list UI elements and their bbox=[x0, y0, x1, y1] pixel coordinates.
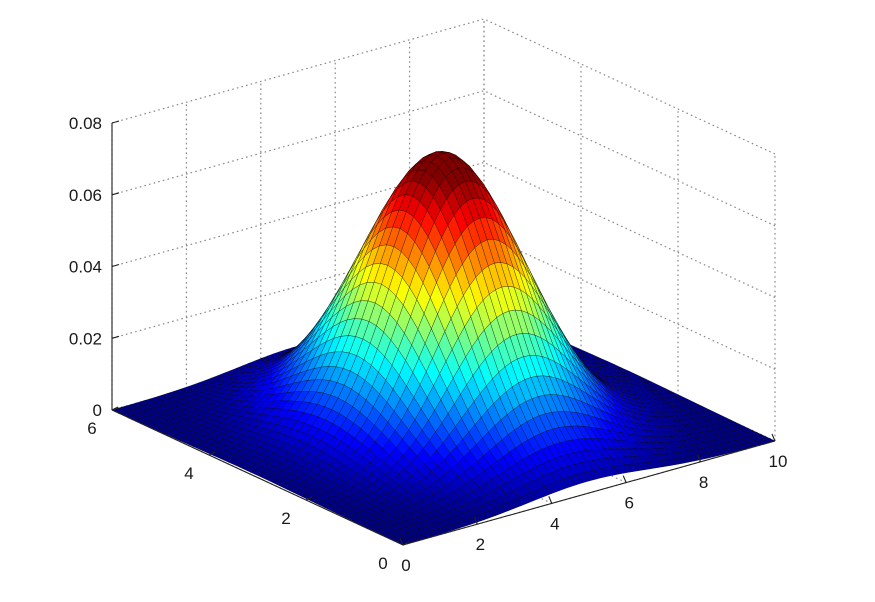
x-tick-label: 6 bbox=[624, 494, 633, 513]
grid-line bbox=[483, 18, 776, 155]
z-tick bbox=[111, 407, 120, 411]
z-tick bbox=[111, 120, 120, 124]
grid-line bbox=[111, 18, 485, 124]
surface-mesh bbox=[111, 151, 776, 546]
x-tick-label: 10 bbox=[769, 452, 788, 471]
z-tick bbox=[111, 263, 120, 268]
grid-line bbox=[111, 90, 485, 196]
grid-line bbox=[483, 90, 776, 227]
x-tick bbox=[622, 475, 627, 483]
grid-line bbox=[483, 233, 776, 370]
y-tick-label: 0 bbox=[378, 554, 387, 573]
y-tick bbox=[305, 496, 313, 501]
y-tick-label: 4 bbox=[184, 464, 193, 483]
x-tick-label: 2 bbox=[476, 535, 485, 554]
z-tick-label: 0.04 bbox=[69, 258, 102, 277]
x-tick-label: 4 bbox=[550, 514, 559, 533]
x-tick bbox=[771, 433, 776, 442]
y-tick bbox=[402, 541, 410, 546]
x-tick bbox=[399, 537, 404, 546]
z-tick-label: 0 bbox=[93, 401, 102, 420]
z-tick bbox=[111, 335, 120, 339]
x-tick bbox=[697, 454, 702, 463]
z-tick-label: 0.06 bbox=[69, 186, 102, 205]
z-tick-label: 0.08 bbox=[69, 114, 102, 133]
grid-line bbox=[483, 161, 776, 299]
y-tick-label: 2 bbox=[281, 509, 290, 528]
axes bbox=[111, 120, 776, 546]
y-tick bbox=[208, 451, 216, 456]
x-tick bbox=[548, 496, 553, 504]
x-tick bbox=[473, 516, 478, 525]
x-tick-label: 0 bbox=[401, 556, 410, 575]
y-axis-line bbox=[111, 409, 404, 546]
x-tick-label: 8 bbox=[699, 473, 708, 492]
z-tick-label: 0.02 bbox=[69, 329, 102, 348]
x-axis-line bbox=[402, 440, 776, 546]
z-tick bbox=[111, 192, 120, 196]
y-tick-label: 6 bbox=[87, 419, 96, 438]
